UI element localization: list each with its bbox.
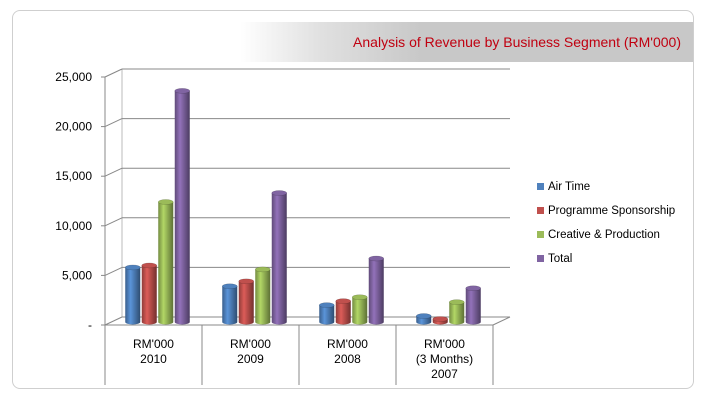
bar-creative-production: [352, 297, 368, 325]
x-category-label: RM'000: [327, 337, 368, 351]
bar-top: [174, 88, 190, 94]
floor-edge: [492, 316, 511, 326]
y-tick-label: 15,000: [55, 169, 92, 183]
bar-top: [432, 316, 448, 322]
bar-programme-sponsorship: [335, 301, 351, 325]
bar-total: [174, 90, 190, 325]
bar-air-time: [319, 305, 335, 325]
bar-top: [125, 264, 141, 271]
x-category-label: RM'000: [133, 337, 174, 351]
y-tick-label: 25,000: [55, 70, 92, 84]
bar-top: [352, 294, 368, 300]
gridline-side: [104, 118, 123, 128]
x-category-label: (3 Months): [416, 352, 473, 366]
legend-label: Programme Sponsorship: [548, 205, 675, 217]
bar-programme-sponsorship: [141, 265, 157, 325]
legend-swatch: [537, 231, 544, 238]
legend-label: Air Time: [548, 181, 590, 193]
x-category-label: RM'000: [230, 337, 271, 351]
gridline-side: [104, 68, 123, 78]
y-tick-label: 5,000: [62, 268, 92, 282]
bar-air-time: [125, 267, 141, 325]
bar-top: [449, 299, 465, 305]
bar-top: [158, 199, 174, 205]
chart-title: Analysis of Revenue by Business Segment …: [353, 34, 681, 50]
bar-top: [416, 313, 432, 319]
x-category-label: 2008: [334, 352, 361, 366]
bar-top: [465, 285, 481, 292]
title-banner: Analysis of Revenue by Business Segment …: [240, 22, 693, 62]
legend-swatch: [537, 207, 544, 214]
x-category-label: RM'000: [424, 337, 465, 351]
legend-label: Total: [548, 253, 572, 265]
x-category-label: 2009: [237, 352, 264, 366]
y-tick-label: 20,000: [55, 120, 92, 134]
y-tick-label: -: [88, 318, 92, 332]
bar-top: [271, 190, 287, 196]
bar-total: [368, 258, 384, 325]
bar-programme-sponsorship: [238, 281, 254, 325]
gridline-side: [104, 167, 123, 177]
x-category-label: 2010: [140, 352, 167, 366]
legend-swatch: [537, 183, 544, 190]
x-category-label: 2007: [431, 367, 458, 381]
chart-card: [12, 10, 694, 389]
bar-top: [319, 302, 335, 308]
bar-total: [465, 288, 481, 325]
legend-label: Creative & Production: [548, 229, 660, 241]
y-tick-label: 10,000: [55, 219, 92, 233]
bar-air-time: [222, 286, 238, 325]
bar-top: [238, 278, 254, 285]
bar-top: [255, 266, 271, 273]
bar-creative-production: [255, 269, 271, 325]
bar-top: [335, 298, 351, 304]
bar-top: [368, 255, 384, 262]
bar-top: [141, 262, 157, 269]
bar-total: [271, 193, 287, 325]
legend-swatch: [537, 255, 544, 262]
bar-creative-production: [158, 201, 174, 325]
gridline-side: [104, 266, 123, 276]
bar-top: [222, 283, 238, 290]
gridline-side: [104, 217, 123, 227]
bar-creative-production: [449, 302, 465, 325]
gridline-side: [104, 316, 123, 326]
